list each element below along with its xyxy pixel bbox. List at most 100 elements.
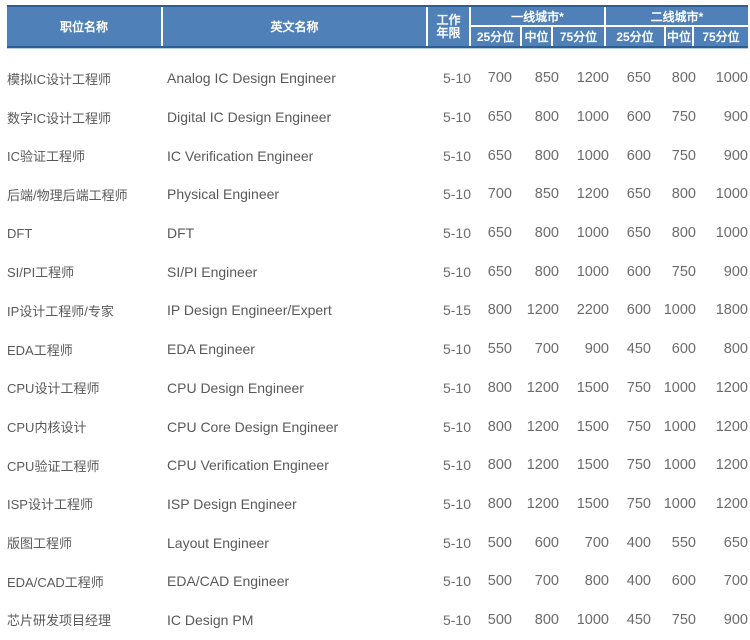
english-name: EDA/CAD Engineer <box>167 573 290 590</box>
table-row: EDA工程师 EDA Engineer 5-10 550 700 900 450… <box>7 330 748 369</box>
table-body: 模拟IC设计工程师 Analog IC Design Engineer 5-10… <box>7 59 748 639</box>
tier2-p75-value: 1200 <box>715 457 748 474</box>
years-of-experience: 5-10 <box>442 109 472 126</box>
tier1-median-value: 1200 <box>526 495 559 512</box>
english-name: CPU Core Design Engineer <box>167 418 339 435</box>
tier2-p25-value: 750 <box>626 379 651 396</box>
tier1-median-value: 700 <box>534 573 559 590</box>
header-tier1-p75: 75分位 <box>550 25 606 46</box>
tier1-p25-value: 550 <box>487 341 512 358</box>
tier2-p75-value: 1200 <box>715 418 748 435</box>
tier1-p75-value: 1500 <box>576 495 609 512</box>
header-tier2-p25: 25分位 <box>604 25 666 46</box>
header-position: 职位名称 <box>59 20 108 34</box>
tier2-p25-value: 600 <box>626 263 651 280</box>
tier1-median-value: 700 <box>534 341 559 358</box>
years-of-experience: 5-10 <box>442 418 472 435</box>
tier1-p25-value: 800 <box>487 418 512 435</box>
tier2-p75-value: 1000 <box>715 186 748 203</box>
tier1-median-value: 800 <box>534 263 559 280</box>
header-tier1-cities: 一线城市* <box>468 7 606 26</box>
tier1-median-value: 800 <box>534 109 559 126</box>
tier1-p25-value: 700 <box>487 186 512 203</box>
tier2-median-value: 750 <box>671 263 696 280</box>
tier2-median-value: 1000 <box>663 302 696 319</box>
tier1-p75-value: 1500 <box>576 457 609 474</box>
position-name: CPU设计工程师 <box>7 381 100 397</box>
tier2-p75-value: 700 <box>723 573 748 590</box>
tier1-median-value: 850 <box>534 70 559 87</box>
position-name: DFT <box>7 225 33 241</box>
tier2-p75-value: 650 <box>723 534 748 551</box>
tier1-p75-value: 1000 <box>576 611 609 628</box>
english-name: DFT <box>167 225 195 242</box>
tier1-median-value: 800 <box>534 225 559 242</box>
tier2-p75-value: 900 <box>723 109 748 126</box>
tier2-p25-value: 600 <box>626 147 651 164</box>
table-row: 数字IC设计工程师 Digital IC Design Engineer 5-1… <box>7 98 748 137</box>
tier2-p75-value: 900 <box>723 147 748 164</box>
years-of-experience: 5-10 <box>442 70 472 87</box>
tier2-p25-value: 450 <box>626 611 651 628</box>
tier2-p75-value: 1200 <box>715 495 748 512</box>
tier2-median-value: 750 <box>671 109 696 126</box>
header-tier2-cities: 二线城市* <box>604 7 749 26</box>
tier1-p75-value: 900 <box>584 341 609 358</box>
tier2-median-value: 600 <box>671 573 696 590</box>
tier1-p75-value: 1200 <box>576 186 609 203</box>
years-of-experience: 5-15 <box>442 302 472 319</box>
tier1-median-value: 1200 <box>526 457 559 474</box>
tier2-p25-value: 750 <box>626 457 651 474</box>
english-name: IC Verification Engineer <box>167 147 314 164</box>
tier1-median-value: 1200 <box>526 418 559 435</box>
english-name: CPU Design Engineer <box>167 379 304 396</box>
tier1-median-value: 800 <box>534 147 559 164</box>
years-of-experience: 5-10 <box>442 186 472 203</box>
position-name: 数字IC设计工程师 <box>7 110 112 126</box>
tier2-p75-value: 800 <box>723 341 748 358</box>
position-name: ISP设计工程师 <box>7 497 93 513</box>
tier1-p75-value: 1200 <box>576 70 609 87</box>
tier2-p75-value: 1000 <box>715 70 748 87</box>
tier1-p25-value: 700 <box>487 70 512 87</box>
tier1-p75-value: 1500 <box>576 418 609 435</box>
tier1-p75-value: 1000 <box>576 109 609 126</box>
tier2-p25-value: 450 <box>626 341 651 358</box>
position-name: 版图工程师 <box>7 536 73 552</box>
tier2-median-value: 800 <box>671 186 696 203</box>
tier1-p25-value: 650 <box>487 109 512 126</box>
tier2-p25-value: 650 <box>626 225 651 242</box>
header-tier1-p25: 25分位 <box>469 25 521 46</box>
tier1-p25-value: 500 <box>487 534 512 551</box>
tier2-median-value: 1000 <box>663 379 696 396</box>
table-row: ISP设计工程师 ISP Design Engineer 5-10 800 12… <box>7 485 748 524</box>
position-name: 后端/物理后端工程师 <box>7 187 128 203</box>
tier1-p25-value: 500 <box>487 573 512 590</box>
header-years: 工作 年限 <box>426 7 470 46</box>
years-of-experience: 5-10 <box>442 534 472 551</box>
tier1-p75-value: 1500 <box>576 379 609 396</box>
english-name: Physical Engineer <box>167 186 280 203</box>
tier2-p75-value: 1800 <box>715 302 748 319</box>
tier2-p25-value: 750 <box>626 418 651 435</box>
tier1-p75-value: 2200 <box>576 302 609 319</box>
years-of-experience: 5-10 <box>442 611 472 628</box>
position-name: EDA工程师 <box>7 342 73 358</box>
english-name: Digital IC Design Engineer <box>167 109 332 126</box>
english-name: CPU Verification Engineer <box>167 457 329 474</box>
header-years-line1: 工作 <box>436 12 461 27</box>
position-name: IC验证工程师 <box>7 149 86 165</box>
years-of-experience: 5-10 <box>442 457 472 474</box>
position-name: 芯片研发项目经理 <box>7 613 112 629</box>
tier2-median-value: 550 <box>671 534 696 551</box>
tier2-p75-value: 1000 <box>715 225 748 242</box>
tier1-median-value: 600 <box>534 534 559 551</box>
tier1-p25-value: 800 <box>487 495 512 512</box>
tier1-p75-value: 1000 <box>576 225 609 242</box>
tier1-median-value: 1200 <box>526 379 559 396</box>
english-name: Analog IC Design Engineer <box>167 70 336 87</box>
tier1-median-value: 800 <box>534 611 559 628</box>
position-name: CPU验证工程师 <box>7 458 100 474</box>
years-of-experience: 5-10 <box>442 573 472 590</box>
tier1-p75-value: 1000 <box>576 263 609 280</box>
